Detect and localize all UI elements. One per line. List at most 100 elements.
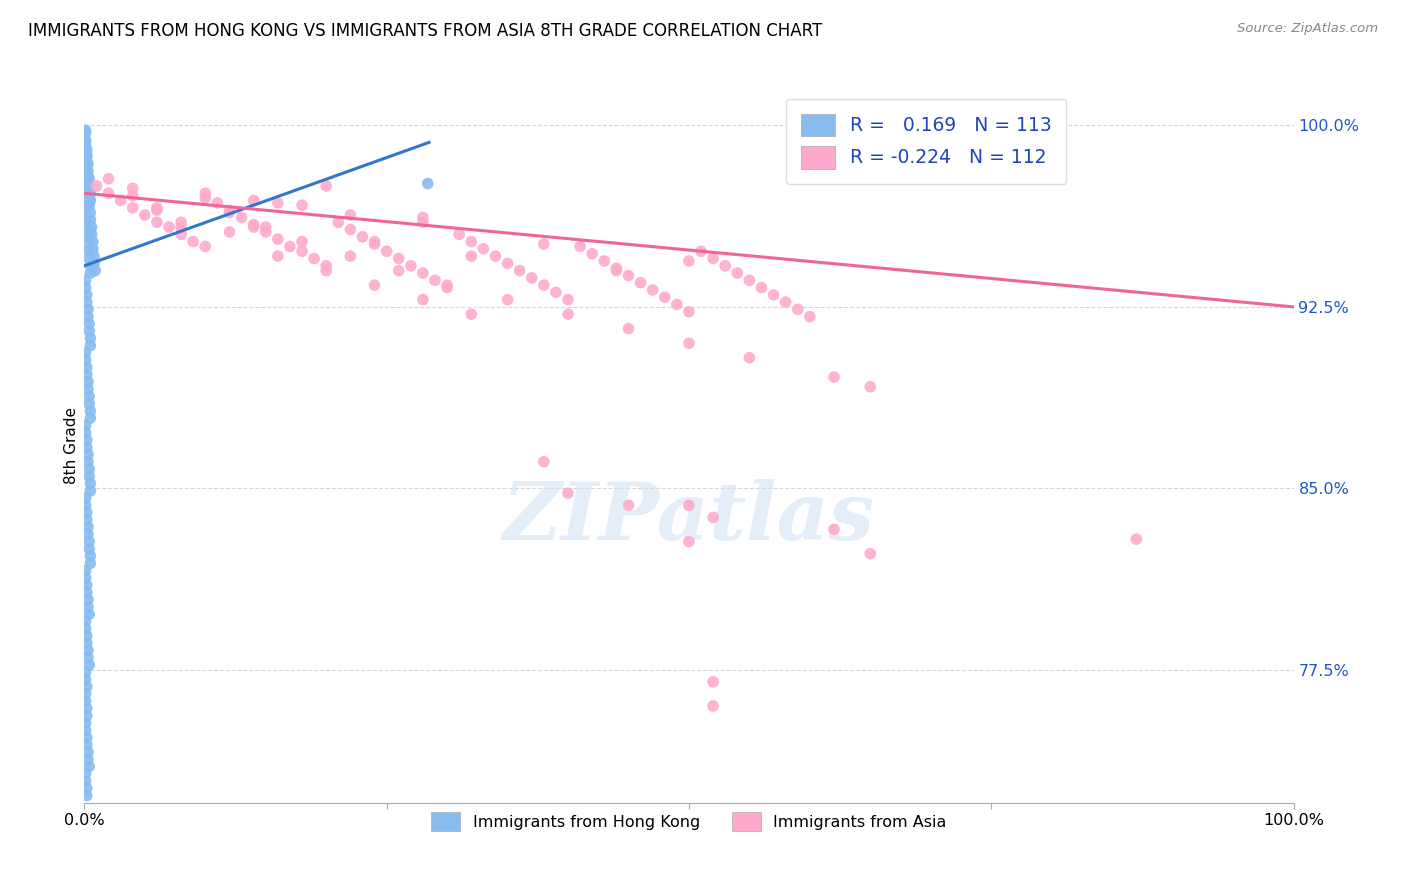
Point (352, 229, 374, 244)
Point (75, 673, 97, 687)
Point (75, 615, 97, 629)
Point (77, 382, 100, 396)
Point (775, 295, 797, 310)
Point (194, 239, 217, 253)
Point (77, 244, 100, 259)
Point (496, 293, 519, 307)
Point (254, 220, 277, 235)
Point (77, 157, 100, 171)
Point (302, 252, 325, 266)
Point (97, 171, 120, 186)
Point (77, 324, 100, 338)
Point (76, 781, 98, 796)
Point (170, 227, 193, 242)
Point (75, 201, 97, 215)
Point (786, 302, 808, 317)
Point (315, 178, 337, 193)
Point (569, 239, 592, 253)
Point (121, 201, 143, 215)
Point (76, 295, 98, 310)
Point (77, 310, 100, 324)
Point (146, 215, 169, 229)
Point (363, 235, 385, 249)
Point (363, 237, 385, 252)
Point (702, 699, 724, 714)
Point (77, 462, 100, 476)
Point (77, 752, 100, 766)
Point (194, 186, 217, 201)
Point (328, 215, 350, 229)
Point (76, 147, 98, 161)
Point (75, 418, 97, 433)
Point (520, 271, 543, 285)
Point (79, 194, 101, 208)
Point (76, 360, 98, 375)
Point (75, 564, 97, 578)
Point (375, 244, 398, 259)
Point (75, 498, 97, 512)
Point (242, 194, 264, 208)
Point (75, 208, 97, 222)
Point (339, 222, 361, 236)
Point (76, 789, 98, 803)
Point (75, 425, 97, 440)
Point (617, 498, 640, 512)
Point (1125, 532, 1147, 546)
Point (690, 244, 713, 259)
Point (641, 283, 664, 297)
Point (77, 541, 100, 556)
Point (218, 225, 240, 239)
Point (823, 523, 845, 537)
Point (76, 738, 98, 752)
Point (77, 169, 100, 184)
Point (605, 263, 627, 277)
Point (557, 307, 579, 321)
Point (75, 723, 97, 738)
Point (278, 239, 301, 253)
Point (77, 302, 100, 317)
Point (267, 195, 290, 210)
Point (170, 215, 193, 229)
Point (194, 191, 217, 205)
Point (97, 186, 120, 201)
Point (77, 643, 100, 657)
Point (83, 249, 105, 263)
Point (449, 227, 471, 242)
Point (75, 346, 97, 360)
Point (231, 211, 253, 225)
Point (460, 249, 482, 263)
Point (593, 254, 616, 268)
Point (84, 263, 107, 277)
Point (254, 225, 277, 239)
Point (75, 571, 97, 585)
Point (714, 259, 737, 273)
Point (77, 375, 100, 389)
Point (762, 288, 785, 302)
Point (725, 266, 748, 280)
Point (75, 766, 97, 780)
Point (75, 126, 97, 140)
Point (533, 237, 555, 252)
Point (76, 440, 98, 454)
Point (77, 229, 100, 244)
Point (76, 433, 98, 447)
Point (77, 237, 100, 252)
Point (242, 220, 264, 235)
Point (75, 491, 97, 505)
Point (75, 280, 97, 294)
Point (484, 249, 506, 263)
Point (77, 520, 100, 534)
Point (412, 293, 434, 307)
Point (76, 506, 98, 520)
Point (77, 164, 100, 178)
Point (77, 469, 100, 483)
Point (388, 263, 411, 277)
Point (654, 290, 676, 304)
Point (605, 261, 627, 276)
Point (399, 259, 422, 273)
Point (79, 483, 101, 498)
Point (799, 310, 821, 324)
Point (82, 235, 104, 249)
Point (77, 534, 100, 549)
Y-axis label: 8th Grade: 8th Grade (63, 408, 79, 484)
